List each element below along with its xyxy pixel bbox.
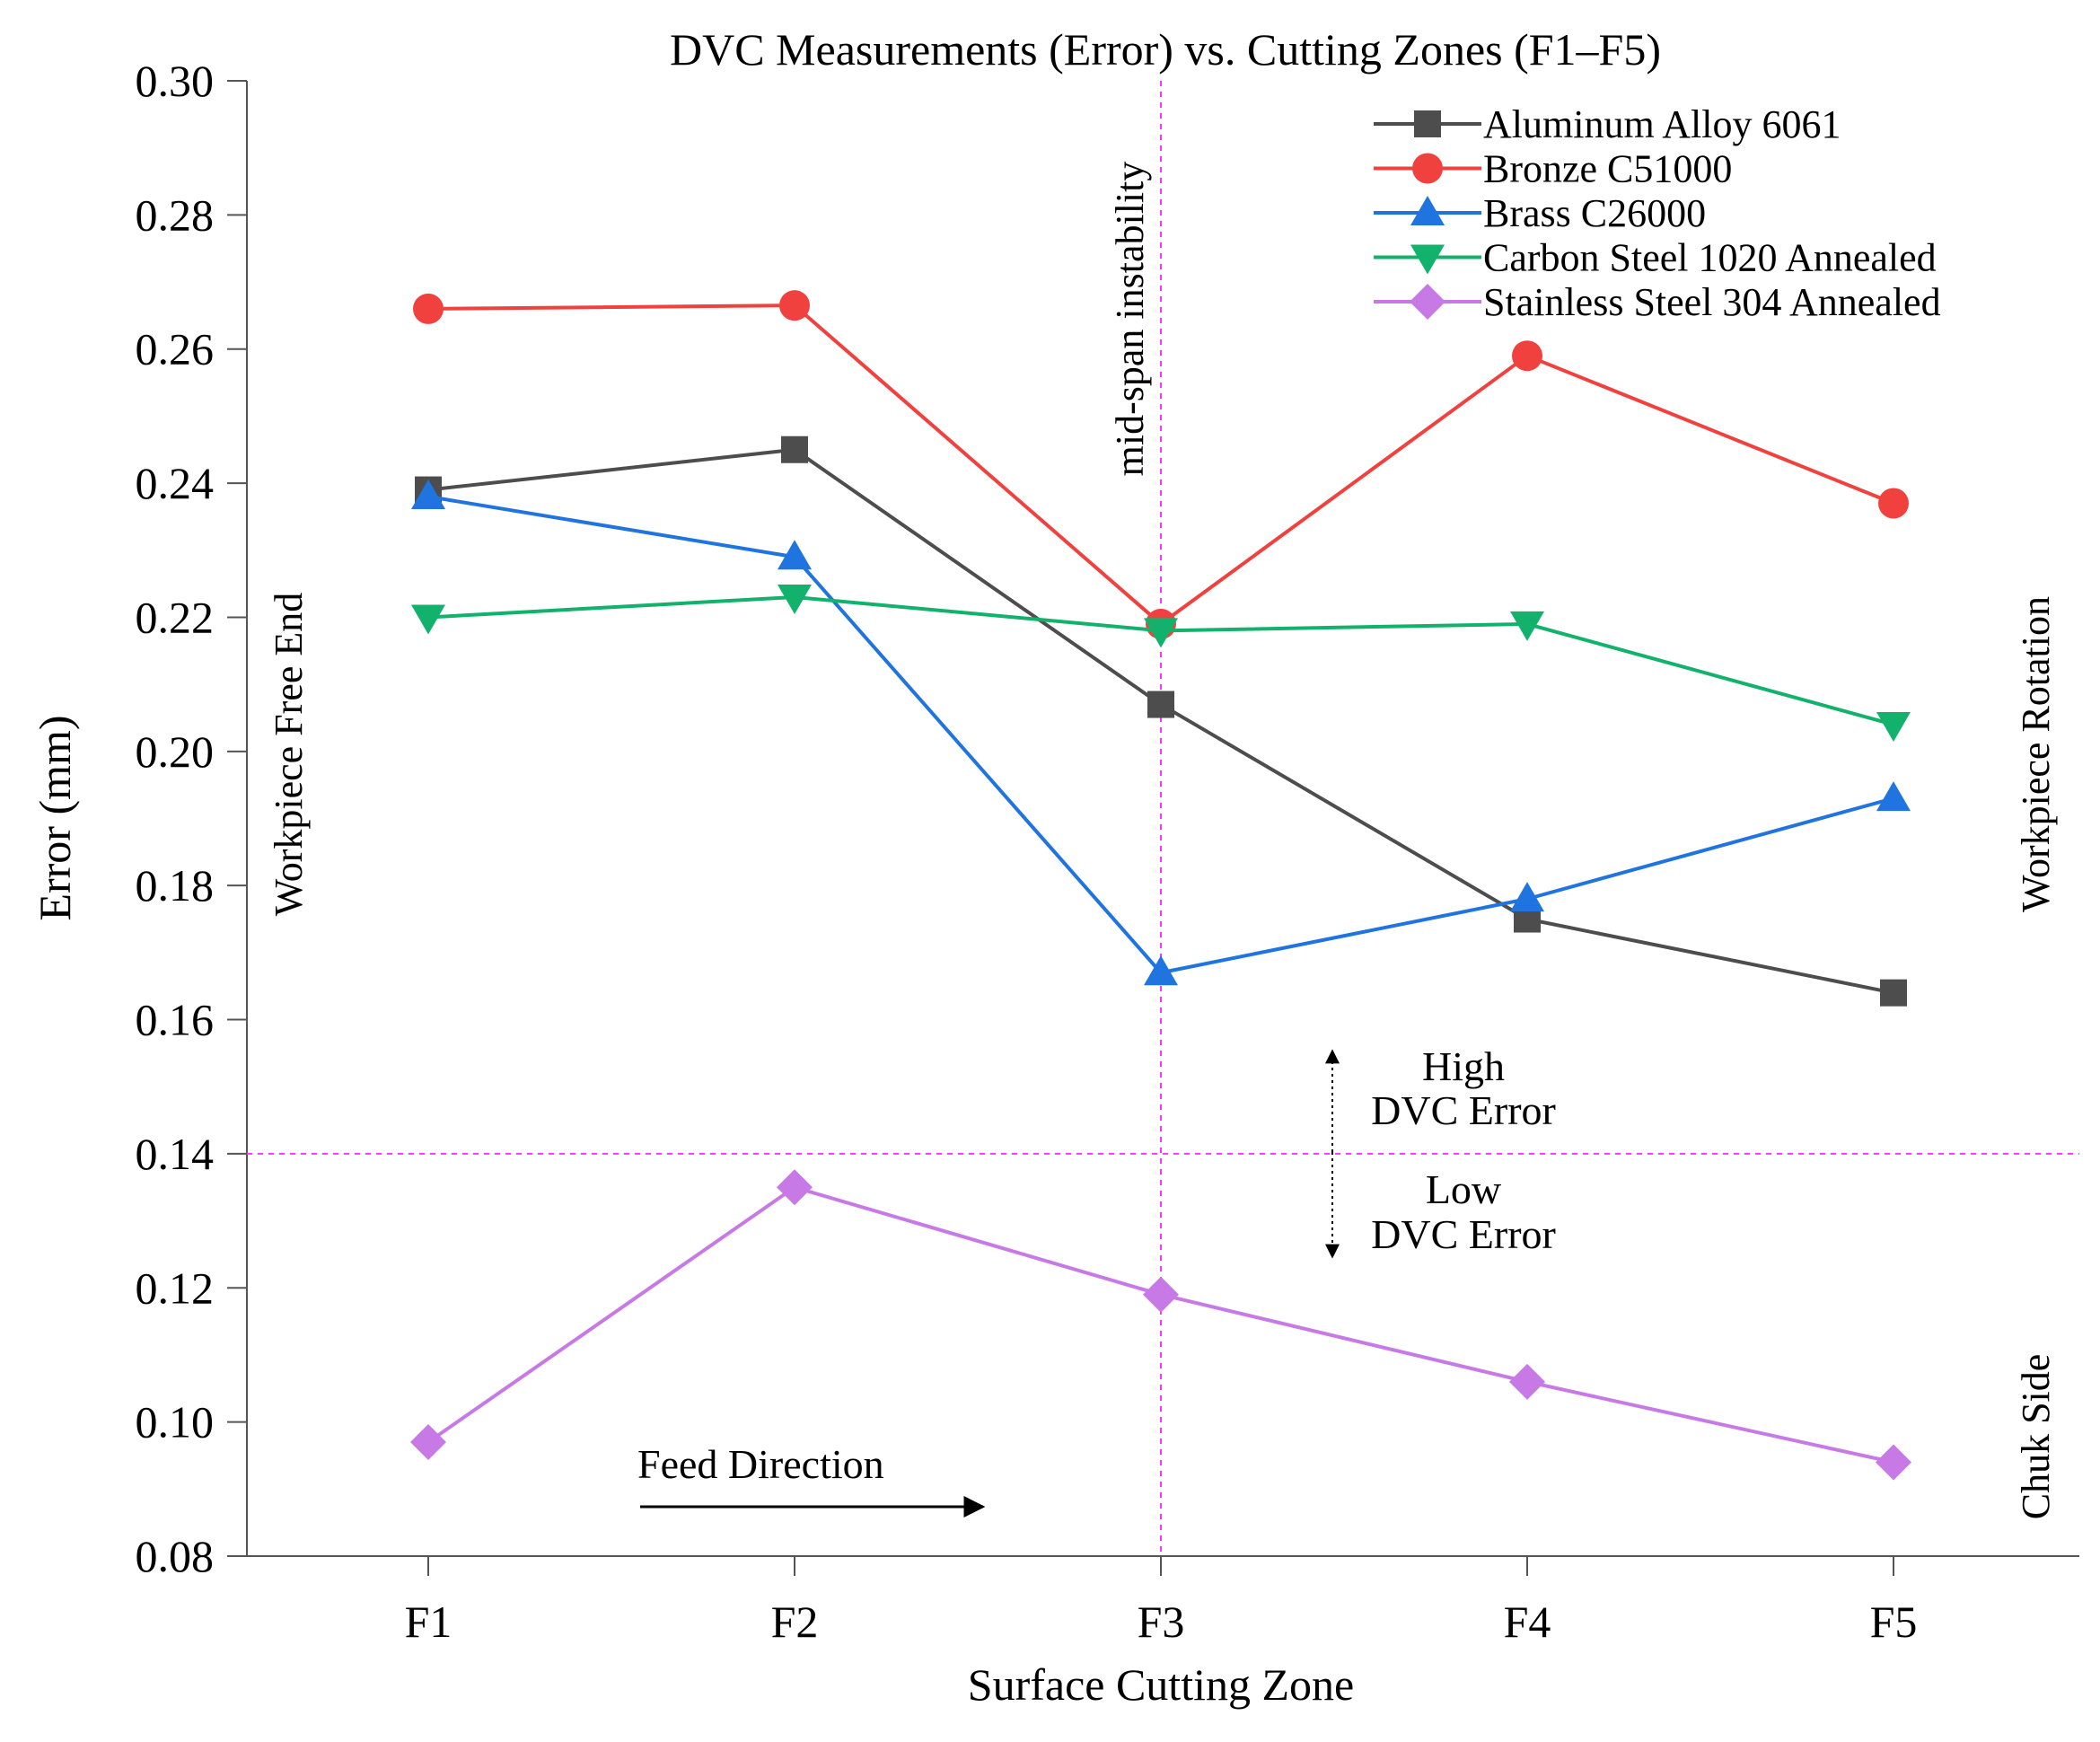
legend-label: Aluminum Alloy 6061 <box>1483 102 1841 146</box>
data-point-triangle-up <box>778 540 812 570</box>
y-tick-label: 0.26 <box>136 324 215 374</box>
data-point-circle <box>1512 340 1542 372</box>
data-point-circle <box>1412 153 1443 184</box>
data-point-circle <box>413 293 444 324</box>
legend-label: Stainless Steel 304 Annealed <box>1483 280 1941 324</box>
legend-item: Bronze C51000 <box>1374 147 1732 191</box>
y-axis-title: Error (mm) <box>30 715 80 920</box>
data-point-diamond <box>1410 284 1445 320</box>
left-side-annotation: Workpiece Free End <box>267 593 311 917</box>
data-point-triangle-down <box>778 585 812 615</box>
feed-direction-label: Feed Direction <box>637 1441 884 1487</box>
x-axis-ticks: F1 F2 F3 F4 F5 <box>405 1556 1918 1647</box>
data-point-triangle-up <box>1410 196 1445 225</box>
data-point-square <box>781 436 808 463</box>
right-side-lower-annotation: Chuk Side <box>2014 1354 2058 1520</box>
x-tick-label: F3 <box>1138 1597 1185 1647</box>
legend-label: Bronze C51000 <box>1483 147 1732 191</box>
x-tick-label: F2 <box>771 1597 819 1647</box>
series-group <box>411 585 1911 742</box>
data-point-triangle-up <box>411 479 445 510</box>
data-point-diamond <box>1509 1363 1545 1400</box>
data-point-triangle-down <box>1510 611 1544 641</box>
legend-label: Brass C26000 <box>1483 191 1706 235</box>
data-point-circle <box>1878 488 1909 519</box>
y-tick-label: 0.24 <box>136 458 215 508</box>
y-tick-label: 0.16 <box>136 995 215 1045</box>
legend-label: Carbon Steel 1020 Annealed <box>1483 236 1937 280</box>
data-point-circle <box>779 290 810 321</box>
data-point-triangle-up <box>1510 882 1544 912</box>
data-point-triangle-down <box>411 604 445 635</box>
data-point-diamond <box>1876 1444 1911 1481</box>
data-point-square <box>1414 110 1441 137</box>
data-point-diamond <box>777 1169 813 1206</box>
mid-span-label: mid-span instability <box>1108 162 1152 477</box>
y-tick-label: 0.10 <box>136 1397 215 1447</box>
x-tick-label: F4 <box>1504 1597 1551 1647</box>
legend-item: Brass C26000 <box>1374 191 1706 235</box>
y-axis-ticks: 0.08 0.10 0.12 0.14 0.16 0.18 0.20 0.22 0.24 0.26… <box>136 56 247 1581</box>
data-point-square <box>1147 691 1174 718</box>
series-group <box>410 1169 1911 1481</box>
data-point-diamond <box>410 1424 446 1461</box>
y-tick-label: 0.18 <box>136 860 215 911</box>
y-tick-label: 0.12 <box>136 1263 215 1313</box>
y-tick-label: 0.28 <box>136 189 215 240</box>
right-side-upper-annotation: Workpiece Rotation <box>2014 596 2058 912</box>
high-error-label-line2: DVC Error <box>1371 1087 1556 1133</box>
low-error-label-line1: Low <box>1426 1166 1502 1212</box>
data-point-triangle-up <box>1876 781 1911 812</box>
data-point-triangle-down <box>1144 618 1178 648</box>
data-point-triangle-up <box>1144 955 1178 986</box>
x-tick-label: F5 <box>1870 1597 1918 1647</box>
data-point-triangle-down <box>1410 244 1445 275</box>
data-point-square <box>1880 979 1907 1007</box>
y-tick-label: 0.30 <box>136 56 215 106</box>
y-tick-label: 0.22 <box>136 592 215 642</box>
x-tick-label: F1 <box>405 1597 453 1647</box>
y-tick-label: 0.14 <box>136 1129 215 1179</box>
data-point-triangle-down <box>1876 711 1911 742</box>
y-tick-label: 0.20 <box>136 726 215 777</box>
high-error-label-line1: High <box>1422 1043 1505 1089</box>
chart-title: DVC Measurements (Error) vs. Cutting Zon… <box>670 24 1661 75</box>
x-axis-title: Surface Cutting Zone <box>968 1659 1354 1710</box>
y-tick-label: 0.08 <box>136 1531 215 1581</box>
low-error-label-line2: DVC Error <box>1371 1211 1556 1257</box>
series-layer <box>410 290 1911 1481</box>
legend-item: Stainless Steel 304 Annealed <box>1374 280 1941 324</box>
data-point-diamond <box>1143 1276 1179 1313</box>
legend-item: Aluminum Alloy 6061 <box>1374 102 1841 146</box>
legend-item: Carbon Steel 1020 Annealed <box>1374 236 1937 280</box>
series-group <box>411 479 1911 986</box>
